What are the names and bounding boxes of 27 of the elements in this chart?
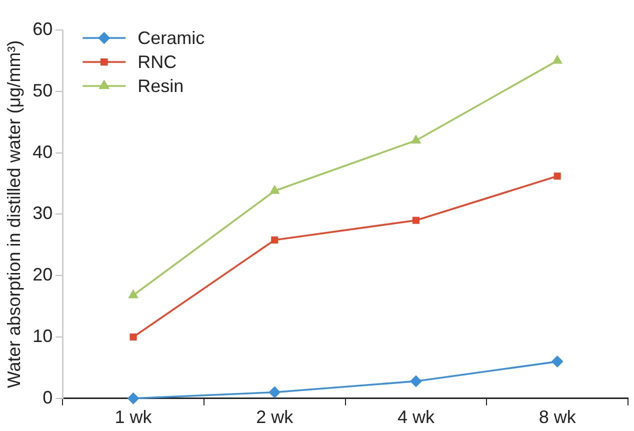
point bbox=[551, 356, 564, 368]
point bbox=[127, 392, 140, 404]
y-tick-label: 10 bbox=[32, 326, 53, 346]
point bbox=[271, 236, 278, 244]
x-tick-label: 1 wk bbox=[114, 407, 153, 428]
y-tick-label: 20 bbox=[32, 264, 53, 285]
point bbox=[268, 386, 281, 398]
point bbox=[410, 375, 422, 388]
x-tick-label: 2 wk bbox=[256, 407, 294, 428]
y-tick-label: 60 bbox=[32, 18, 53, 39]
legend-label: Resin bbox=[138, 76, 184, 96]
x-tick-label: 4 wk bbox=[397, 407, 436, 428]
point bbox=[130, 333, 137, 341]
point bbox=[128, 289, 138, 298]
y-tick-label: 0 bbox=[42, 387, 53, 408]
point bbox=[554, 172, 561, 180]
legend-label: Ceramic bbox=[138, 28, 205, 48]
y-tick-label: 40 bbox=[32, 142, 53, 162]
point bbox=[552, 54, 563, 64]
y-axis-title: Water absorption in distilled water (μg/mm³) bbox=[4, 40, 24, 388]
y-tick-label: 30 bbox=[32, 203, 53, 224]
point bbox=[412, 216, 420, 224]
point bbox=[269, 184, 280, 194]
x-tick-label: 8 wk bbox=[538, 407, 577, 428]
point bbox=[410, 134, 422, 144]
legend-label: RNC bbox=[138, 52, 177, 72]
y-tick-label: 50 bbox=[32, 80, 53, 100]
